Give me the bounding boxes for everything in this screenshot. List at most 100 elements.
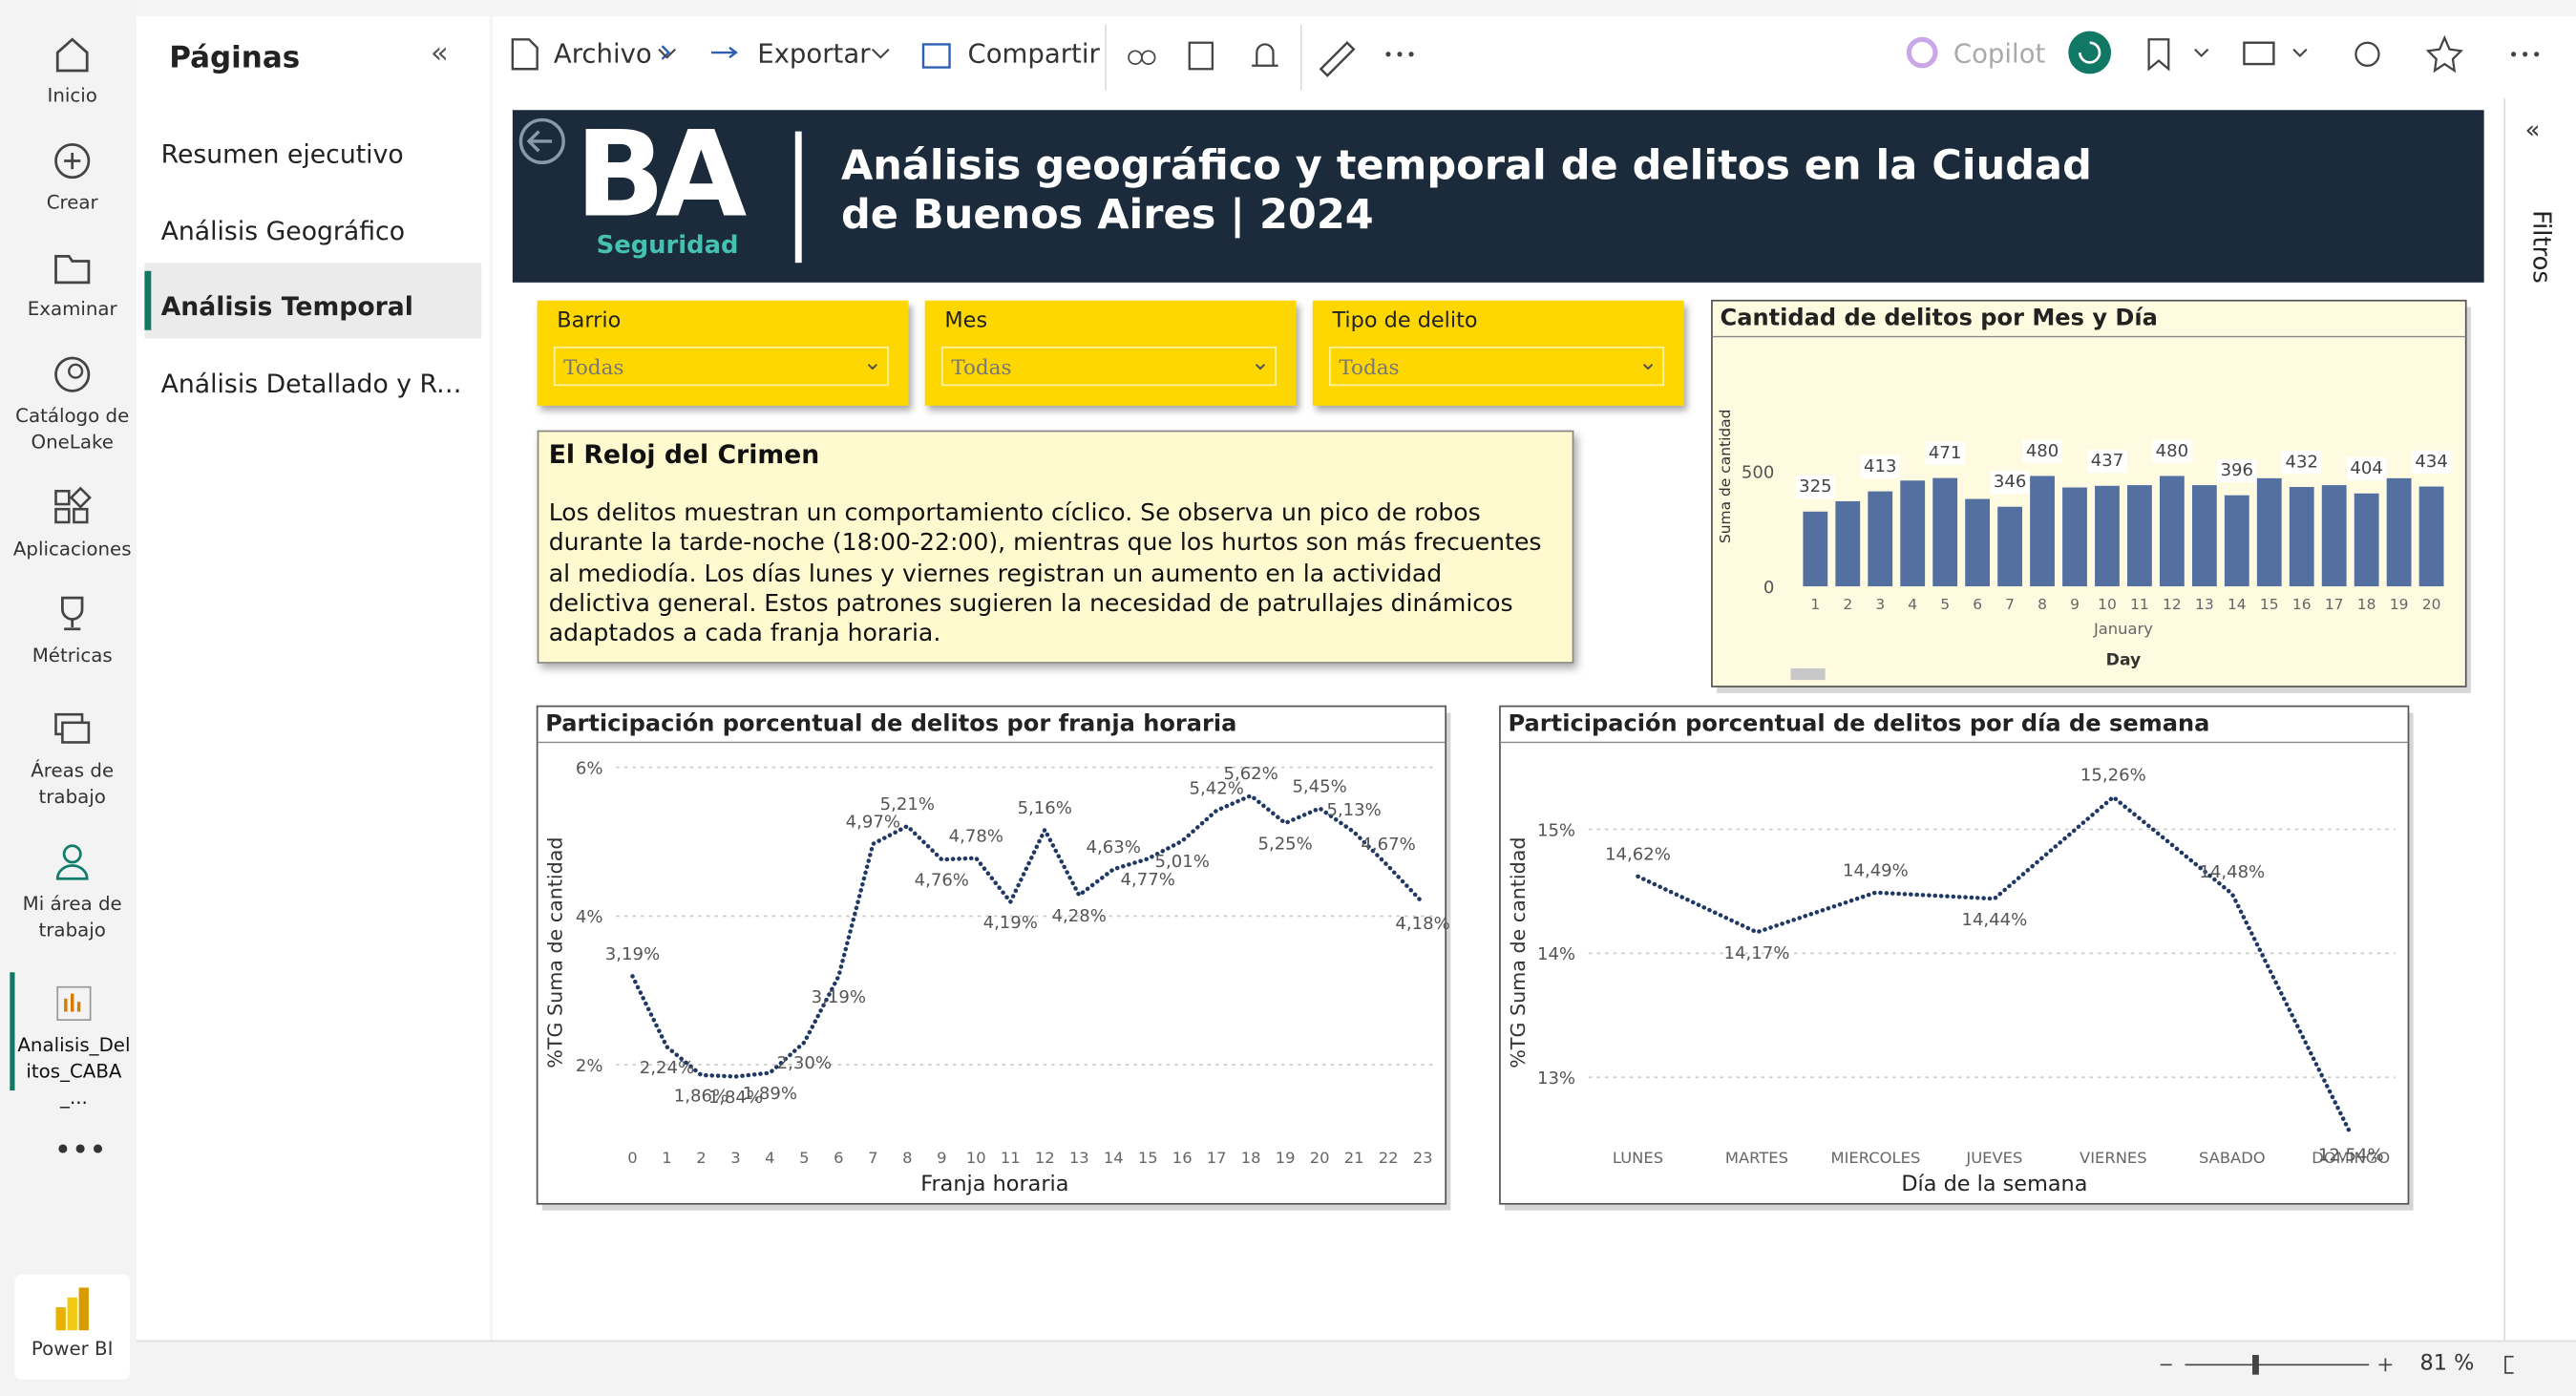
x-tick-label: 3 [730,1149,740,1167]
toolbar-item[interactable]: Archivo [553,37,652,70]
toolbar [493,16,2576,99]
scrollbar [1790,668,1826,681]
bar [1900,480,1926,587]
data-label: 5,42% [1190,779,1244,799]
x-tick-label: 9 [937,1149,946,1167]
nav-item[interactable]: Crear [0,139,144,215]
data-label: 471 [1929,443,1961,463]
x-tick-label: SABADO [2199,1149,2266,1167]
pages-title: Páginas [169,41,301,76]
more-icon[interactable]: ••• [53,1132,107,1168]
y-tick-label: 15% [1537,820,1575,840]
nav-item[interactable]: Mi área de trabajo [7,841,138,943]
x-tick-label: 16 [2292,596,2312,613]
x-tick-label: 19 [1276,1149,1296,1167]
toolbar-item[interactable]: Compartir [967,37,1100,70]
nav-item[interactable]: Métricas [0,593,144,668]
bar [2191,485,2217,587]
data-label: 5,45% [1292,776,1346,796]
nav-label: Aplicaciones [12,537,132,561]
slicer-dropdown[interactable]: Todas [940,346,1277,387]
bar [1965,498,1991,587]
data-label-bg [1990,470,2030,494]
x-tick-label: 7 [2005,596,2015,613]
x-tick-label: LUNES [1613,1149,1663,1167]
y-tick-label: 4% [576,907,603,927]
bar [2289,487,2314,587]
slicer: Tipo de delito Todas ⌄ [1312,300,1684,406]
x-tick-label: 8 [2038,596,2047,613]
toolbar-item[interactable]: Exportar [757,37,871,70]
nav-label: Áreas de trabajo [31,758,115,809]
y-axis-label: Suma de cantidad [1717,410,1734,544]
x-tick-label: 18 [1241,1149,1261,1167]
x-tick-label: 14 [1104,1149,1124,1167]
report-title: Análisis geográfico y temporal de delito… [840,140,2092,239]
nav-item[interactable]: Áreas de trabajo [7,708,138,810]
nav-item[interactable]: Examinar [0,246,144,322]
data-label-bg [1860,455,1900,478]
x-tick-label: 19 [2390,596,2409,613]
data-label: 437 [2091,451,2123,471]
nav-item[interactable]: Analisis_Delitos_CABA_... [16,983,131,1110]
data-label: 5,21% [880,794,935,814]
slicer: Barrio Todas ⌄ [537,300,909,406]
data-label: 4,78% [949,826,1003,846]
x-tick-label: 23 [1413,1149,1433,1167]
slicer-label: Tipo de delito [1332,308,1478,334]
nav-label: Métricas [32,644,113,667]
x-tick-label: MARTES [1725,1149,1788,1167]
data-label: 1,89% [743,1084,797,1104]
nav-item[interactable]: Catálogo de OneLake [3,353,141,455]
data-label: 5,16% [1018,798,1072,818]
data-label: 5,13% [1326,800,1381,820]
bar [1932,477,1958,587]
nav-item[interactable]: Inicio [0,32,144,108]
data-label: 4,97% [846,813,900,833]
data-label: 1,84% [708,1088,763,1108]
data-label-bg [2282,451,2322,475]
data-label-bg [2022,439,2062,463]
x-tick-label: 0 [627,1149,637,1167]
data-label-bg [1795,475,1835,499]
data-label: 4,28% [1052,906,1107,926]
x-tick-label: 21 [1344,1149,1364,1167]
collapse-icon[interactable]: « [430,35,449,71]
nav-label: Mi área de trabajo [22,891,122,941]
data-label: 4,18% [1395,914,1449,934]
x-tick-label: 2 [1843,596,1852,613]
x-tick-label: 17 [2325,596,2344,613]
data-label: 1,86% [674,1086,728,1106]
x-tick-label: DOMINGO [2312,1149,2390,1167]
expand-icon[interactable]: « [2524,115,2541,145]
y-tick-label: 500 [1742,463,1774,483]
data-label: 4,63% [1087,837,1141,857]
data-label: 5,01% [1155,852,1210,872]
data-label: 14,44% [1961,910,2027,930]
slicer-dropdown[interactable]: Todas [1329,346,1665,387]
zoom-slider[interactable] [2152,1350,2514,1383]
copilot-button[interactable]: Copilot [1953,37,2046,70]
filters-pane-label[interactable]: Filtros [2526,210,2557,284]
nav-item[interactable]: Aplicaciones [0,486,144,561]
slicer-dropdown[interactable]: Todas [553,346,889,387]
bar [2095,485,2120,587]
x-sublabel: January [2093,620,2153,638]
app-name: Power BI [31,1337,114,1361]
x-tick-label: 12 [1035,1149,1055,1167]
nav-label: Examinar [27,297,117,321]
x-axis-label: Día de la semana [1901,1172,2087,1196]
x-tick-label: 17 [1207,1149,1227,1167]
data-label: 14,48% [2199,862,2265,882]
bar [2224,495,2249,587]
data-label: 432 [2286,452,2318,472]
nav-label: Catálogo de OneLake [15,404,130,454]
bar [2127,485,2152,587]
chart-box [1499,705,2410,1205]
x-axis-label: Day [2106,651,2142,670]
nav-label: Crear [46,190,98,214]
app-tile[interactable]: Power BI [14,1274,130,1380]
data-label: 4,67% [1361,835,1415,855]
